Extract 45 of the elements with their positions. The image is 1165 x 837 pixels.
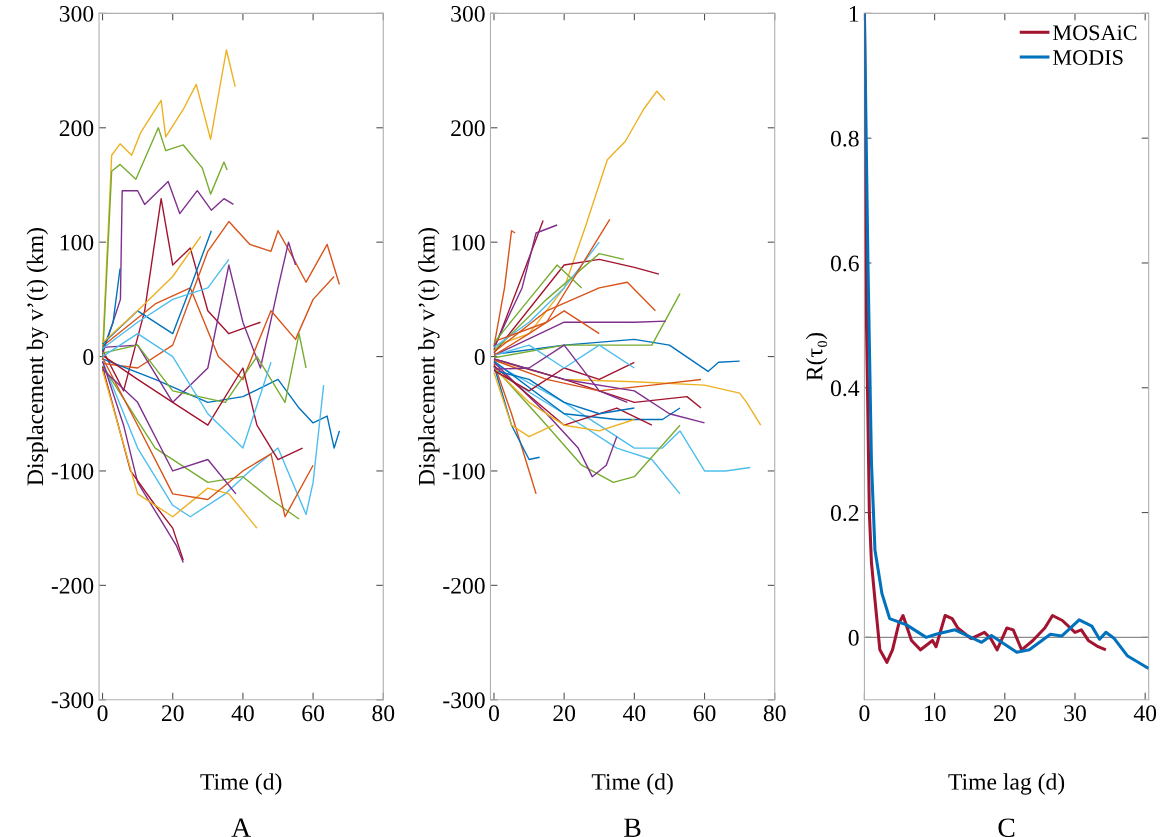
y-axis-title: Displacement by v’(t) (km) [418, 228, 440, 486]
x-tick-label: 60 [693, 705, 716, 722]
text: A [231, 818, 251, 837]
x-tick-label: 20 [994, 705, 1016, 722]
x-tick-label: 20 [553, 705, 576, 722]
y-tick-label: -100 [51, 463, 94, 480]
text: B [624, 818, 641, 837]
y-tick-label: -200 [443, 577, 485, 594]
y-tick-label: 200 [59, 120, 94, 137]
x-tick-label: 20 [161, 705, 184, 722]
y-axis-title: Displacement by v’(t) (km) [26, 228, 49, 486]
y-tick-label: -100 [443, 463, 485, 480]
legend-label: MODIS [1053, 50, 1123, 66]
y-tick-label: 0.6 [830, 255, 859, 272]
x-axis-title: Time (d) [591, 773, 673, 795]
y-tick-label: -200 [51, 577, 94, 594]
x-tick-label: 30 [1064, 705, 1086, 722]
y-tick-label: -300 [51, 692, 94, 709]
x-tick-label: 40 [623, 705, 646, 722]
y-tick-label: 0.4 [830, 380, 860, 397]
x-tick-label: 0 [97, 705, 108, 722]
x-axis-title: Time lag (d) [948, 773, 1065, 795]
y-tick-label: 300 [59, 5, 94, 22]
y-tick-label: 0 [474, 349, 485, 365]
x-tick-label: 10 [924, 705, 946, 722]
y-tick-label: 0 [848, 629, 859, 646]
y-tick-label: 0.8 [830, 130, 859, 147]
y-tick-label: 100 [452, 234, 485, 251]
y-tick-label: 0 [83, 349, 94, 365]
y-tick-label: -300 [443, 692, 485, 709]
x-tick-label: 80 [372, 705, 395, 722]
y-tick-label: 1 [849, 6, 859, 22]
y-tick-label: 100 [60, 234, 94, 251]
legend-label: MOSAiC [1053, 25, 1137, 41]
x-tick-label: 40 [1133, 705, 1157, 722]
y-axis-title: R(τ₀) [805, 333, 828, 381]
x-axis-title: Time (d) [200, 773, 282, 795]
x-tick-label: 40 [231, 705, 254, 722]
y-tick-label: 0.2 [830, 505, 859, 522]
text: C [998, 818, 1015, 837]
x-tick-label: 0 [488, 705, 499, 722]
y-tick-label: 300 [451, 5, 485, 22]
y-tick-label: 200 [451, 120, 485, 137]
x-tick-label: 60 [302, 705, 324, 722]
x-tick-label: 80 [763, 705, 786, 722]
